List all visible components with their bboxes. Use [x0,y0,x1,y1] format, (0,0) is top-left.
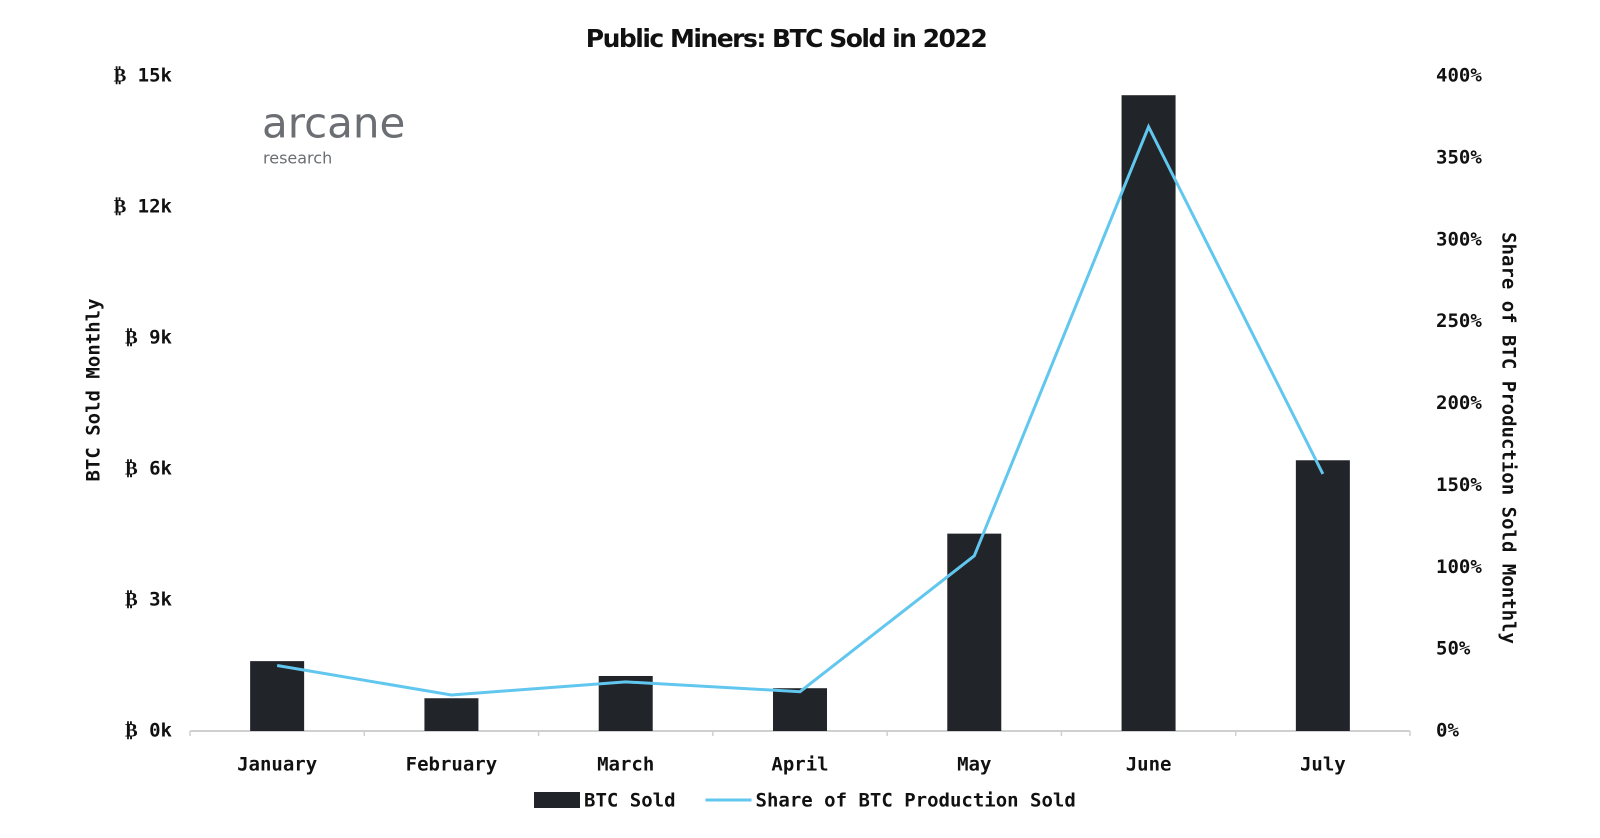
y-tick-label: ₿ 0k [125,720,173,742]
x-tick-label: March [597,754,654,776]
x-tick-label: January [237,754,317,776]
bar [250,661,305,731]
bar [1295,460,1350,731]
y2-tick-label: 300% [1436,228,1482,250]
y2-tick-label: 400% [1436,65,1482,87]
y2-tick-label: 350% [1436,146,1482,168]
bar [773,688,827,731]
y2-axis-label: Share of BTC Production Sold Monthly [1498,232,1520,644]
y2-tick-label: 100% [1436,556,1482,578]
logo: arcane [262,99,405,148]
y-tick-label: ₿ 12k [114,196,173,218]
chart-title: Public Miners: BTC Sold in 2022 [586,24,987,53]
legend-label: Share of BTC Production Sold [756,790,1076,812]
y-tick-label: ₿ 15k [114,65,173,87]
x-tick-label: February [406,754,498,776]
y2-tick-label: 250% [1436,310,1482,332]
y-tick-label: ₿ 6k [125,458,173,480]
bar [598,675,653,731]
x-tick-label: April [771,754,828,776]
y-tick-label: ₿ 9k [125,327,173,349]
x-tick-label: May [957,754,991,776]
y2-tick-label: 0% [1436,720,1459,742]
y2-tick-label: 150% [1436,474,1482,496]
y-tick-label: ₿ 3k [125,589,173,611]
bar [1121,95,1176,732]
legend-swatch [534,792,580,808]
logo-sub: research [263,149,332,168]
y2-tick-label: 200% [1436,392,1482,414]
legend-label: BTC Sold [584,790,676,812]
x-tick-label: June [1126,754,1172,776]
y2-tick-label: 50% [1436,638,1471,660]
line [276,123,1325,697]
bar [424,698,479,731]
y-axis-label: BTC Sold Monthly [83,298,105,481]
x-tick-label: July [1300,754,1346,776]
bar [947,533,1002,731]
